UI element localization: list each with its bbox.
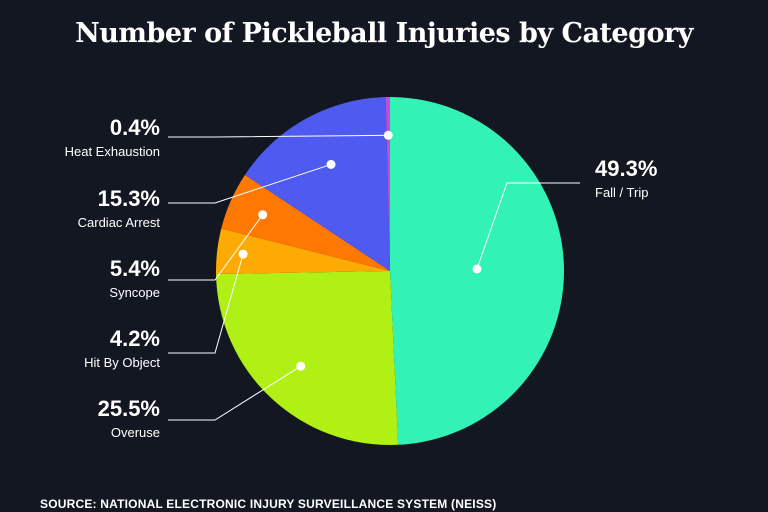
chart-title: Number of Pickleball Injuries by Categor… [75,18,693,49]
callout-dot-syncope [258,210,268,220]
pie-slice-syncope [221,174,390,271]
callout-dot-hit-by-object [238,249,248,259]
callout-line-syncope [168,214,264,281]
pie-slice-overuse [216,271,399,445]
category-label-hit-by-object: Hit By Object [84,355,160,370]
pie-slice-heat-exhaustion [385,97,390,271]
percent-label-cardiac-arrest: 15.3% [98,186,160,211]
source-note: SOURCE: NATIONAL ELECTRONIC INJURY SURVE… [40,497,497,511]
percent-label-heat-exhaustion: 0.4% [110,115,160,140]
pie-slices [216,97,564,445]
pie-slice-cardiac-arrest [244,97,390,271]
category-label-overuse: Overuse [111,425,160,440]
pie-callouts: 49.3% Fall / Trip 25.5% Overuse 4.2% Hit By O… [65,115,658,440]
callout-line-heat-exhaustion [168,134,389,138]
category-label-fall-trip: Fall / Trip [595,185,648,200]
percent-label-hit-by-object: 4.2% [110,326,160,351]
pie-slice-hit-by-object [216,228,390,275]
callout-dot-overuse [296,361,306,371]
callout-line-hit-by-object [168,253,244,354]
percent-label-syncope: 5.4% [110,256,160,281]
callout-dot-fall-trip [472,264,482,274]
percent-label-overuse: 25.5% [98,396,160,421]
callout-line-cardiac-arrest [168,163,332,204]
category-label-cardiac-arrest: Cardiac Arrest [78,215,161,230]
percent-label-fall-trip: 49.3% [595,156,657,181]
category-label-heat-exhaustion: Heat Exhaustion [65,144,160,159]
callout-line-fall-trip [476,182,580,270]
callout-dot-cardiac-arrest [326,159,336,169]
callout-line-overuse [168,365,302,421]
category-label-syncope: Syncope [109,285,160,300]
callout-dot-heat-exhaustion [383,130,393,140]
